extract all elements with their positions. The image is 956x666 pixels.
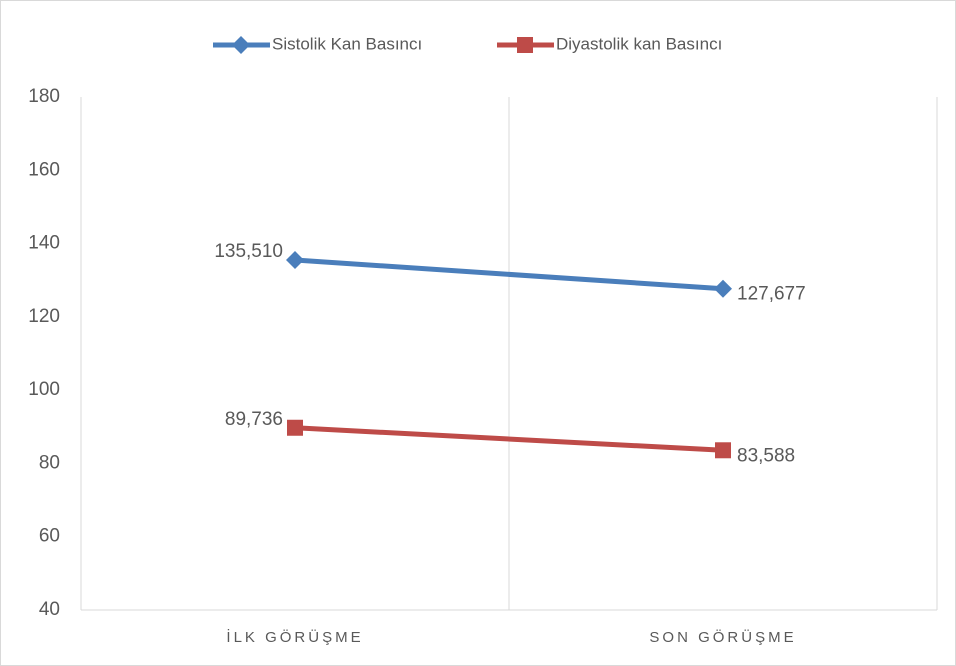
x-tick-label: SON GÖRÜŞME (649, 628, 796, 646)
y-tick-label: 180 (28, 86, 60, 107)
data-point (714, 279, 732, 298)
y-tick-label: 100 (28, 379, 60, 400)
series-line (294, 425, 724, 453)
y-tick-label: 80 (39, 452, 60, 473)
y-tick-label: 40 (39, 599, 60, 620)
legend-marker (517, 37, 533, 53)
data-point (715, 442, 731, 459)
legend-marker (232, 36, 250, 54)
data-point (287, 419, 303, 436)
y-tick-label: 140 (28, 233, 60, 254)
y-tick-label: 160 (28, 159, 60, 180)
data-label: 83,588 (737, 445, 795, 466)
legend-label: Sistolik Kan Basıncı (272, 34, 422, 53)
series-line (294, 257, 724, 292)
x-tick-label: İLK GÖRÜŞME (226, 628, 363, 646)
data-label: 127,677 (737, 284, 806, 305)
data-point (286, 251, 304, 270)
data-label: 135,510 (214, 241, 283, 262)
legend-label: Diyastolik kan Basıncı (556, 34, 722, 53)
y-tick-label: 60 (39, 526, 60, 547)
y-tick-label: 120 (28, 306, 60, 327)
data-label: 89,736 (225, 409, 283, 430)
